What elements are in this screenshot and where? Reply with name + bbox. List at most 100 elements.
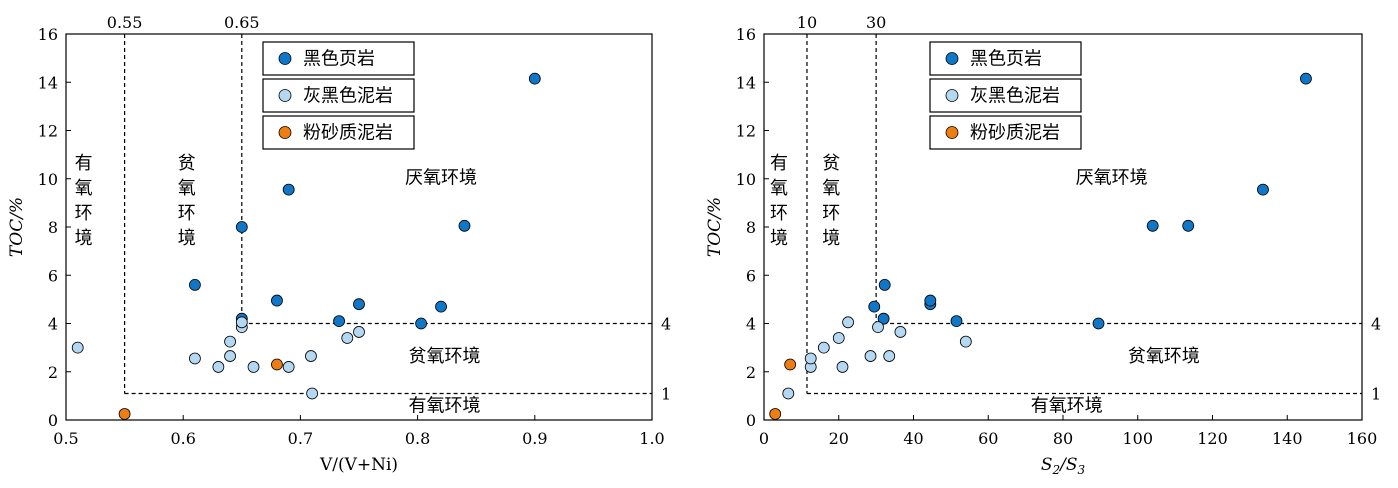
data-point <box>864 350 877 362</box>
data-point <box>212 361 225 373</box>
boundary-label-top: 0.65 <box>224 13 260 32</box>
data-point <box>282 361 295 373</box>
data-point <box>282 183 295 196</box>
data-point <box>1092 317 1105 330</box>
data-point <box>950 315 963 327</box>
x-axis-label: V/(V+Ni) <box>319 455 398 475</box>
data-point <box>271 358 283 371</box>
data-point <box>353 326 365 338</box>
x-tick-label: 0.9 <box>522 429 547 448</box>
data-point <box>878 278 891 291</box>
legend-label: 粉砂质泥岩 <box>970 123 1060 144</box>
data-point <box>224 350 236 362</box>
x-tick-label: 80 <box>1053 429 1073 448</box>
data-point <box>784 358 797 371</box>
y-tick-label: 16 <box>38 25 58 44</box>
legend-marker <box>278 126 292 139</box>
y-axis-label: TOC/% <box>705 197 725 257</box>
y-tick-label: 6 <box>48 266 58 285</box>
legend-label: 粉砂质泥岩 <box>303 123 393 144</box>
panel-s2-s3: 0 20 40 60 80 100 120 140 1600246810121416S2/S3T… <box>705 13 1381 477</box>
data-point <box>71 341 84 354</box>
legend-marker <box>278 52 292 65</box>
y-tick-label: 6 <box>746 266 756 285</box>
region-label: 贫氧环境 <box>822 153 840 249</box>
x-axis-label: S2/S3 <box>1041 455 1086 477</box>
x-tick-label: 0.6 <box>170 429 195 448</box>
data-point <box>868 300 881 313</box>
region-label: 有氧环境 <box>409 396 481 417</box>
region-label: 贫氧环境 <box>178 153 196 249</box>
region-label: 有氧环境 <box>75 153 93 249</box>
data-point <box>247 361 260 373</box>
x-tick-label: 40 <box>903 429 923 448</box>
boundary-label-top: 0.55 <box>107 13 143 32</box>
y-tick-label: 12 <box>38 122 58 141</box>
data-point <box>235 221 248 233</box>
data-point <box>842 316 854 329</box>
data-point <box>435 300 447 313</box>
boundary-label-top: 10 <box>797 13 817 32</box>
region-label: 厌氧环境 <box>405 168 477 189</box>
x-tick-label: 0.5 <box>53 429 78 448</box>
data-point <box>189 278 201 291</box>
y-tick-label: 2 <box>48 363 58 382</box>
x-tick-label: 120 <box>1197 429 1228 448</box>
data-point <box>353 298 365 311</box>
data-point <box>894 326 907 338</box>
region-label: 有氧环境 <box>770 153 788 249</box>
data-point <box>832 332 845 344</box>
data-point <box>118 408 131 420</box>
data-point <box>333 315 345 327</box>
legend-label: 灰黑色泥岩 <box>970 86 1060 107</box>
data-point <box>1146 219 1159 232</box>
boundary-label-right: 1 <box>1371 384 1381 403</box>
y-tick-label: 10 <box>736 170 756 189</box>
region-label: 贫氧环境 <box>409 346 481 367</box>
legend-label: 黑色页岩 <box>970 49 1042 70</box>
data-point <box>341 332 354 344</box>
data-point <box>1257 183 1269 196</box>
data-point <box>235 316 248 329</box>
x-tick-label: 60 <box>978 429 998 448</box>
y-tick-label: 2 <box>746 363 756 382</box>
data-point <box>1182 219 1195 232</box>
legend-marker <box>945 52 959 65</box>
data-point <box>189 352 201 365</box>
data-point <box>782 387 795 400</box>
y-tick-label: 8 <box>746 218 756 237</box>
legend-label: 灰黑色泥岩 <box>303 86 393 107</box>
data-point <box>271 294 283 307</box>
x-tick-label: 0 <box>759 429 769 448</box>
boundary-label-right: 4 <box>661 315 671 334</box>
data-point <box>769 408 782 420</box>
x-tick-label: 160 <box>1347 429 1378 448</box>
data-point <box>804 352 817 365</box>
region-label: 有氧环境 <box>1031 396 1103 417</box>
data-point <box>883 350 896 362</box>
y-tick-label: 16 <box>736 25 756 44</box>
data-point <box>924 294 937 307</box>
y-tick-label: 10 <box>38 170 58 189</box>
x-tick-label: 0.7 <box>288 429 313 448</box>
x-tick-label: 1.0 <box>639 429 664 448</box>
panel-v-vni: 0.5 0.6 0.7 0.8 0.9 1.00246810121416V/(V+Ni)T… <box>7 13 671 475</box>
data-point <box>306 387 319 400</box>
y-axis-label: TOC/% <box>7 197 27 257</box>
boundary-label-top: 30 <box>866 13 886 32</box>
legend-marker <box>945 89 959 102</box>
data-point <box>458 219 471 232</box>
y-tick-label: 0 <box>48 411 58 430</box>
y-tick-label: 14 <box>736 73 756 92</box>
legend-label: 黑色页岩 <box>303 49 375 70</box>
data-point <box>1300 72 1312 85</box>
x-tick-label: 20 <box>829 429 849 448</box>
data-point <box>305 350 317 362</box>
region-label: 贫氧环境 <box>1128 346 1200 367</box>
data-point <box>528 72 541 85</box>
legend-marker <box>945 126 959 139</box>
data-point <box>836 361 849 373</box>
boundary-label-right: 4 <box>1371 315 1381 334</box>
legend-marker <box>278 89 292 102</box>
